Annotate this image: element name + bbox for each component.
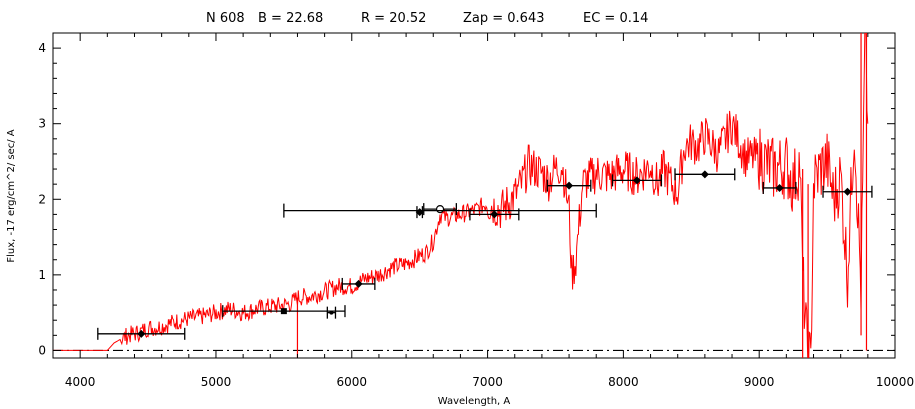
x-tick-label: 5000 (201, 375, 232, 389)
title-field: N 608 (206, 11, 245, 26)
data-point (775, 183, 784, 192)
data-point (700, 170, 709, 179)
plot-frame (52, 32, 896, 359)
x-tick-label: 4000 (65, 375, 96, 389)
y-tick-label: 2 (38, 192, 46, 206)
title-field: B = 22.68 (258, 11, 323, 26)
data-point (435, 205, 445, 214)
data-point (329, 310, 334, 315)
y-axis: 0 1 2 3 4 (38, 41, 895, 357)
data-point (632, 176, 641, 185)
x-tick-label: 6000 (337, 375, 368, 389)
data-point (137, 329, 146, 338)
spectrum-series (53, 33, 869, 358)
chart-title: N 608 B = 22.68 R = 20.52 Zap = 0.643 EC = 0… (206, 11, 648, 26)
title-field: Zap = 0.643 (463, 11, 545, 26)
x-tick-label: 7000 (472, 375, 503, 389)
x-tick-label: 10000 (876, 375, 914, 389)
x-axis: 4000 5000 6000 7000 8000 9000 10000 (65, 33, 914, 389)
data-point (354, 279, 363, 288)
photometry-points (97, 168, 873, 340)
y-tick-label: 3 (38, 117, 46, 131)
y-tick-label: 0 (38, 343, 46, 357)
title-field: R = 20.52 (361, 11, 426, 26)
y-axis-label: Flux, -17 erg/cm^2/ sec/ A (6, 129, 17, 262)
y-tick-label: 4 (38, 41, 46, 55)
x-tick-label: 9000 (744, 375, 775, 389)
title-field: EC = 0.14 (583, 11, 648, 26)
data-point (843, 187, 852, 196)
data-point (565, 181, 574, 190)
data-point (490, 210, 499, 219)
x-axis-label: Wavelength, A (438, 396, 511, 407)
y-tick-label: 1 (38, 268, 46, 282)
data-point (280, 308, 287, 315)
spectrum-line (53, 33, 869, 358)
x-tick-label: 8000 (608, 375, 639, 389)
